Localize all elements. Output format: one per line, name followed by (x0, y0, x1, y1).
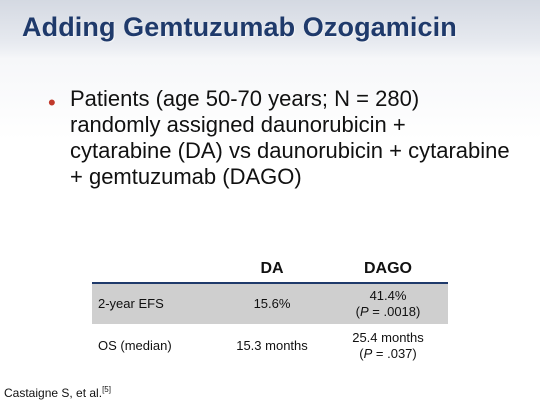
p-open: ( (359, 346, 364, 361)
citation-text: Castaigne S, et al. (4, 386, 103, 400)
da-value: 15.6% (253, 296, 291, 311)
p-value: (P = .0018) (356, 304, 421, 320)
table-row: OS (median) 15.3 months 25.4 months (P =… (92, 324, 448, 368)
table-header-da: DA (260, 260, 284, 277)
dago-value: 41.4% (P = .0018) (328, 284, 448, 324)
table-header-row: DA DAGO (92, 256, 448, 284)
da-value: 15.3 months (236, 338, 308, 353)
bullet-text: Patients (age 50-70 years; N = 280) rand… (70, 86, 510, 189)
row-label: OS (median) (98, 338, 172, 353)
citation: Castaigne S, et al.[5] (4, 385, 111, 400)
table-header-dago: DAGO (364, 260, 412, 277)
dago-main-value: 25.4 months (352, 330, 424, 345)
p-rest: = .037) (372, 346, 417, 361)
dago-value: 25.4 months (P = .037) (328, 324, 448, 368)
title-band (0, 0, 540, 58)
table-row: 2-year EFS 15.6% 41.4% (P = .0018) (92, 284, 448, 324)
dago-main-value: 41.4% (369, 288, 407, 303)
table-header-blank (92, 256, 216, 282)
p-letter: P (363, 346, 373, 361)
p-value: (P = .037) (359, 346, 416, 362)
p-open: ( (355, 304, 360, 319)
p-rest: = .0018) (368, 304, 421, 319)
citation-ref: [5] (102, 385, 111, 394)
row-label: 2-year EFS (98, 296, 164, 311)
slide-title: Adding Gemtuzumab Ozogamicin (22, 12, 457, 42)
p-letter: P (359, 304, 369, 319)
bullet-marker-icon: • (48, 90, 56, 115)
results-table: DA DAGO 2-year EFS 15.6% 41.4% (P = .001… (92, 256, 448, 368)
